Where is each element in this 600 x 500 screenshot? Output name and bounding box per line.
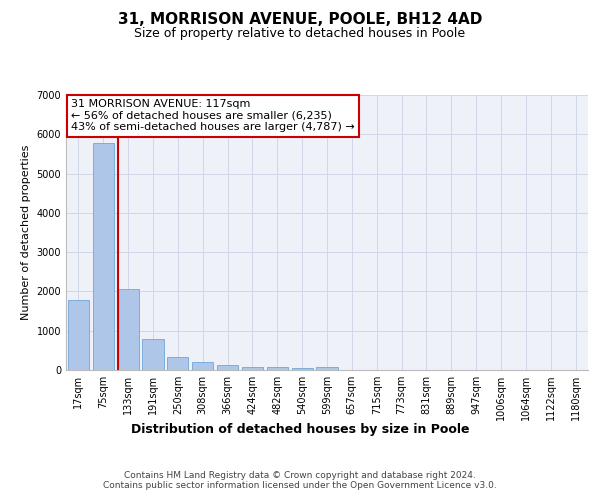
Text: 31 MORRISON AVENUE: 117sqm
← 56% of detached houses are smaller (6,235)
43% of s: 31 MORRISON AVENUE: 117sqm ← 56% of deta… [71, 99, 355, 132]
Bar [142, 338, 164, 370]
Text: Size of property relative to detached houses in Poole: Size of property relative to detached ho… [134, 28, 466, 40]
Text: 31, MORRISON AVENUE, POOLE, BH12 4AD: 31, MORRISON AVENUE, POOLE, BH12 4AD [118, 12, 482, 28]
Bar [192, 362, 213, 370]
Text: Contains HM Land Registry data © Crown copyright and database right 2024.
Contai: Contains HM Land Registry data © Crown c… [103, 470, 497, 490]
Y-axis label: Number of detached properties: Number of detached properties [21, 145, 31, 320]
Bar [93, 143, 114, 370]
Bar [242, 366, 263, 370]
Bar [217, 365, 238, 370]
Bar [167, 356, 188, 370]
Bar [316, 367, 338, 370]
Bar [292, 368, 313, 370]
Bar [267, 368, 288, 370]
Bar [68, 300, 89, 370]
Text: Distribution of detached houses by size in Poole: Distribution of detached houses by size … [131, 422, 469, 436]
Bar [118, 290, 139, 370]
